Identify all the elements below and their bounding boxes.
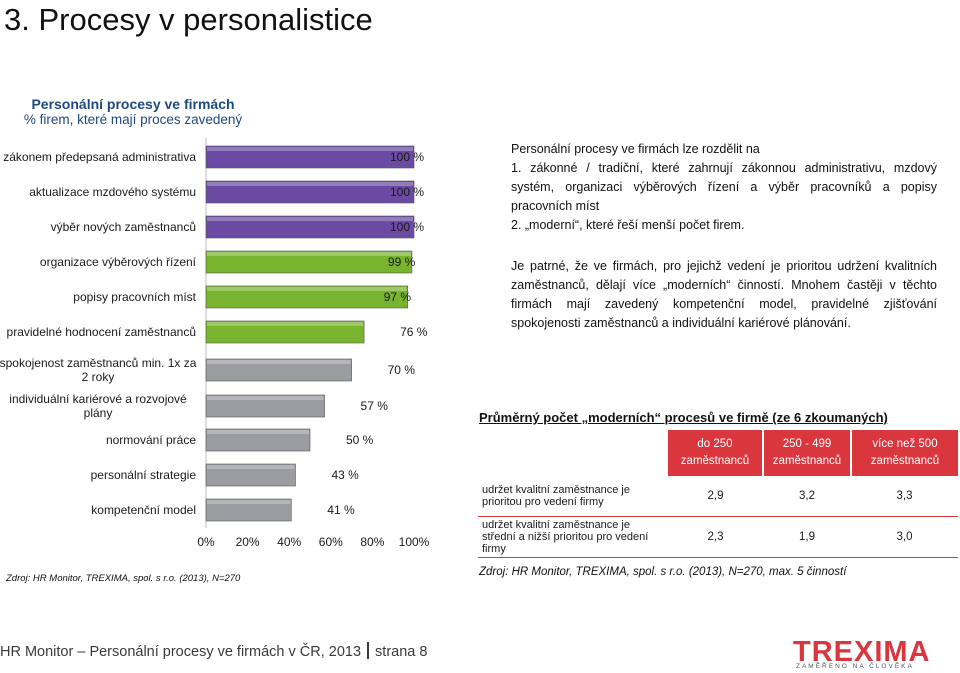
avg-table-header: do 250 zaměstnanců bbox=[668, 430, 764, 476]
bar-highlight bbox=[207, 252, 411, 256]
category-label: normování práce bbox=[106, 433, 196, 447]
category-label: organizace výběrových řízení bbox=[40, 255, 197, 269]
category-label: zákonem předepsaná administrativa bbox=[3, 150, 196, 164]
bar bbox=[205, 285, 409, 309]
bar-highlight bbox=[207, 182, 413, 186]
logo-tagline: ZAMĚŘENO NA ČLOVĚKA bbox=[796, 663, 914, 670]
table-row: udržet kvalitní zaměstnance je střední a… bbox=[478, 516, 958, 558]
bar-highlight bbox=[207, 147, 413, 151]
bar-highlight bbox=[207, 322, 364, 326]
finding-text: Je patrné, že ve firmách, pro jejichž ve… bbox=[511, 259, 937, 330]
category-label: personální strategie bbox=[91, 468, 197, 482]
table-cell: 2,9 bbox=[668, 476, 763, 517]
x-tick-label: 40% bbox=[277, 535, 301, 549]
data-label: 57 % bbox=[361, 399, 389, 413]
category-label: výběr nových zaměstnanců bbox=[51, 220, 196, 234]
x-tick-label: 80% bbox=[360, 535, 384, 549]
bar-highlight bbox=[207, 430, 309, 434]
category-label: pravidelné hodnocení zaměstnanců bbox=[7, 325, 196, 339]
bar-highlight bbox=[207, 396, 324, 400]
avg-table: do 250 zaměstnanců 250 - 499 zaměstnanců… bbox=[478, 430, 958, 558]
bar bbox=[205, 498, 292, 522]
bar bbox=[205, 394, 325, 418]
avg-table-header: více než 500 zaměstnanců bbox=[851, 430, 958, 476]
footer-separator bbox=[367, 642, 370, 659]
row-label: udržet kvalitní zaměstnance je střední a… bbox=[478, 516, 668, 558]
data-label: 50 % bbox=[346, 433, 374, 447]
bar-highlight bbox=[207, 287, 407, 291]
page-title: 3. Procesy v personalistice bbox=[4, 2, 373, 37]
x-tick-label: 20% bbox=[236, 535, 260, 549]
x-tick-label: 100% bbox=[399, 535, 430, 549]
table-cell: 3,2 bbox=[763, 476, 851, 517]
chart-source: Zdroj: HR Monitor, TREXIMA, spol. s r.o.… bbox=[6, 573, 241, 584]
footer-title: HR Monitor – Personální procesy ve firmá… bbox=[0, 644, 362, 660]
category-label: plány bbox=[84, 406, 113, 420]
bar-highlight bbox=[207, 465, 295, 469]
intro-line-3: 2. „moderní“, které řeší menší počet fir… bbox=[511, 218, 745, 232]
data-label: 97 % bbox=[384, 290, 412, 304]
bar bbox=[205, 358, 352, 382]
data-label: 100 % bbox=[390, 185, 424, 199]
table-cell: 3,3 bbox=[851, 476, 958, 517]
bar-chart: 100 % zákonem předepsaná administrativa 10… bbox=[0, 138, 430, 549]
x-tick-label: 60% bbox=[319, 535, 343, 549]
data-label: 100 % bbox=[390, 220, 424, 234]
data-label: 100 % bbox=[390, 150, 424, 164]
category-label: kompetenční model bbox=[91, 503, 196, 517]
category-label: individuální kariérové a rozvojové bbox=[9, 392, 187, 406]
bar bbox=[205, 250, 413, 274]
avg-table-corner bbox=[478, 430, 668, 476]
bar-highlight bbox=[207, 360, 351, 364]
category-label: spokojenost zaměstnanců min. 1x za bbox=[0, 356, 197, 370]
bar bbox=[205, 215, 415, 239]
logo-wordmark: TREXIMA bbox=[793, 636, 931, 668]
table-cell: 1,9 bbox=[763, 516, 851, 558]
chart-title: Personální procesy ve firmách bbox=[31, 96, 235, 112]
avg-table-header: 250 - 499 zaměstnanců bbox=[763, 430, 852, 476]
intro-line-2: 1. zákonné / tradiční, které zahrnují zá… bbox=[511, 161, 937, 213]
bar-highlight bbox=[207, 500, 291, 504]
footer-page: strana 8 bbox=[375, 644, 428, 660]
data-label: 70 % bbox=[388, 363, 416, 377]
avg-table-header-row: do 250 zaměstnanců 250 - 499 zaměstnanců… bbox=[478, 430, 958, 476]
data-label: 76 % bbox=[400, 325, 428, 339]
table-row: udržet kvalitní zaměstnance je prioritou… bbox=[478, 476, 958, 517]
bar bbox=[205, 180, 415, 204]
category-label: aktualizace mzdového systému bbox=[29, 185, 196, 199]
bar bbox=[205, 428, 311, 452]
bar-highlight bbox=[207, 217, 413, 221]
avg-table-title: Průměrný počet „moderních“ procesů ve fi… bbox=[479, 410, 888, 425]
category-label: popisy pracovních míst bbox=[73, 290, 196, 304]
footer: HR Monitor – Personální procesy ve firmá… bbox=[0, 642, 427, 660]
table-cell: 3,0 bbox=[851, 516, 958, 558]
bar bbox=[205, 463, 296, 487]
intro-line-1: Personální procesy ve firmách lze rozděl… bbox=[511, 142, 760, 156]
row-label: udržet kvalitní zaměstnance je prioritou… bbox=[478, 476, 668, 517]
data-label: 41 % bbox=[327, 503, 355, 517]
chart-subtitle: % firem, které mají proces zavedený bbox=[23, 112, 243, 127]
avg-table-source: Zdroj: HR Monitor, TREXIMA, spol. s r.o.… bbox=[479, 566, 847, 578]
intro-text: Personální procesy ve firmách lze rozděl… bbox=[511, 140, 937, 235]
bar bbox=[205, 320, 365, 344]
table-cell: 2,3 bbox=[668, 516, 763, 558]
trexima-logo: TREXIMA ZAMĚŘENO NA ČLOVĚKA bbox=[793, 636, 958, 672]
category-label: 2 roky bbox=[82, 370, 115, 384]
bar bbox=[205, 145, 415, 169]
data-label: 43 % bbox=[331, 468, 359, 482]
data-label: 99 % bbox=[388, 255, 416, 269]
x-tick-label: 0% bbox=[197, 535, 215, 549]
